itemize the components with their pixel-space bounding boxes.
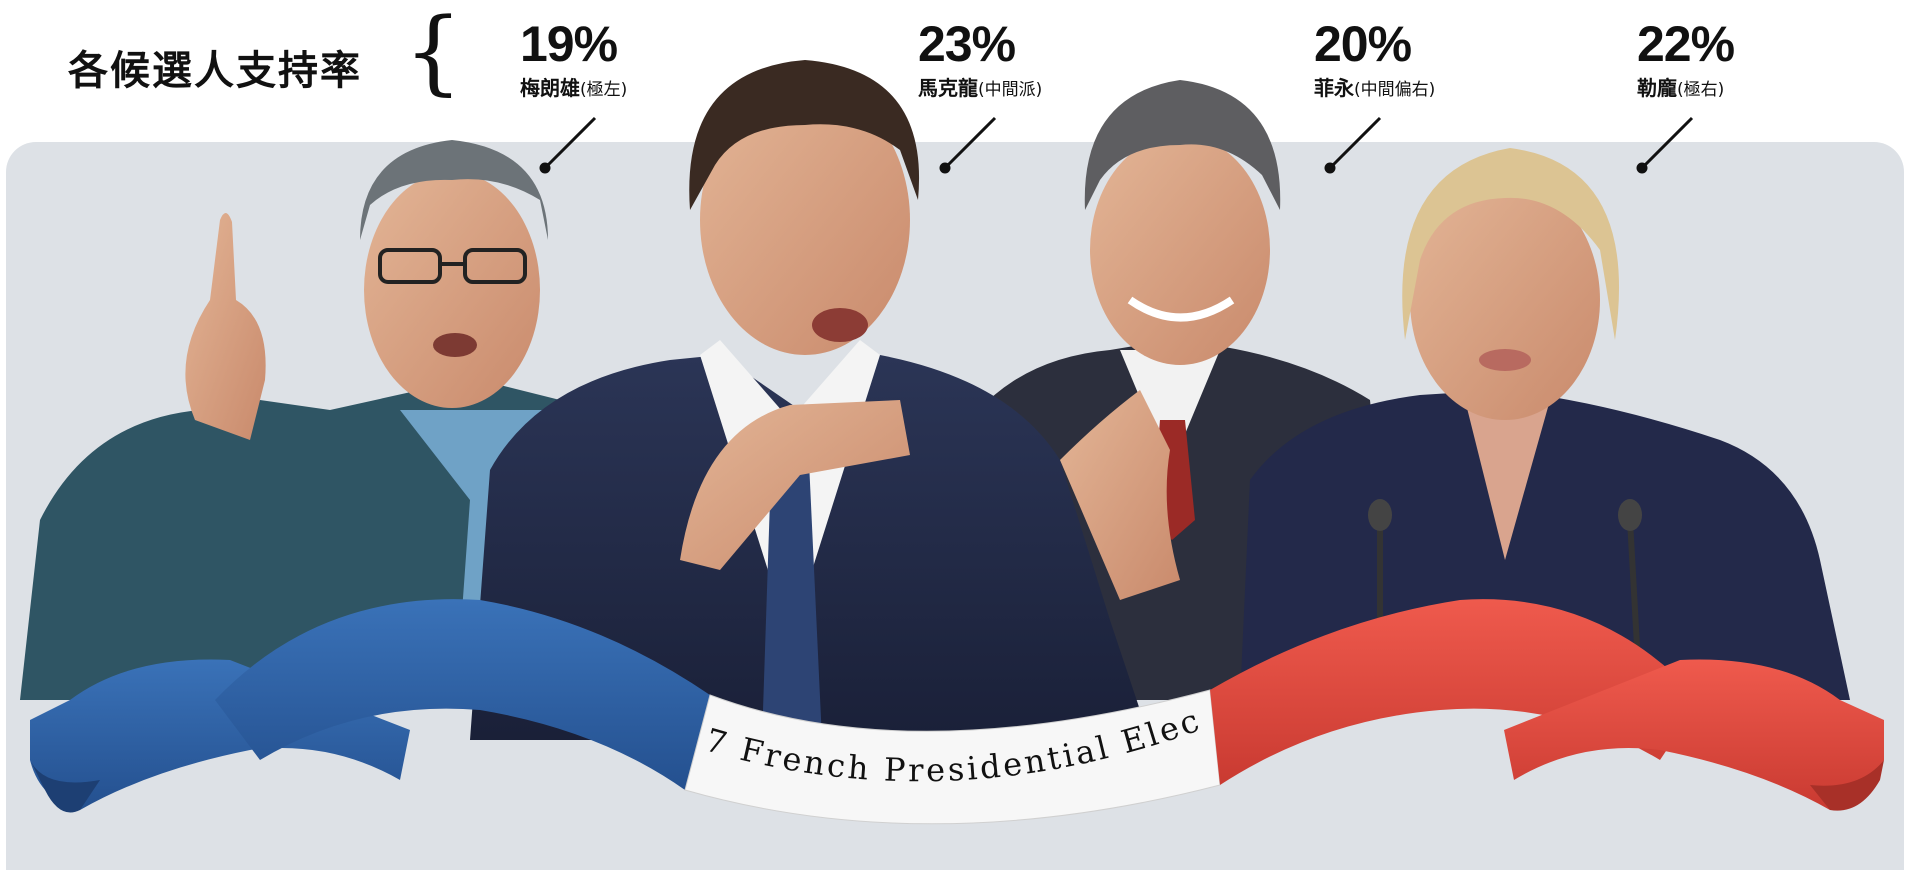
pointer-lines: [539, 116, 1694, 174]
pointer-line: [943, 116, 997, 170]
candidate-affiliation: (極左): [580, 80, 628, 100]
candidate-name: 馬克龍: [918, 76, 978, 100]
support-percent: 23%: [918, 16, 1016, 72]
candidate-affiliation: (中間派): [978, 80, 1043, 100]
candidate-photo-macron: [470, 60, 1180, 760]
support-percent: 19%: [520, 16, 618, 72]
candidate-name: 菲永: [1314, 76, 1354, 100]
chart-title: 各候選人支持率: [68, 48, 362, 94]
candidate-name: 勒龐: [1637, 76, 1677, 100]
support-percent: 20%: [1314, 16, 1412, 72]
pointer-line: [1328, 116, 1382, 170]
candidate-label-macron: 23% 馬克龍(中間派): [918, 18, 1042, 101]
pointer-dot: [539, 162, 551, 174]
support-percent: 22%: [1637, 16, 1735, 72]
candidate-name: 梅朗雄: [520, 76, 580, 100]
pointer-dot: [939, 162, 951, 174]
pointer-line: [1640, 116, 1694, 170]
candidate-affiliation: (中間偏右): [1354, 80, 1436, 100]
candidate-affiliation: (極右): [1677, 80, 1725, 100]
candidate-label-le-pen: 22% 勒龐(極右): [1637, 16, 1735, 101]
pointer-dot: [1324, 162, 1336, 174]
pointer-dot: [1636, 162, 1648, 174]
candidate-label-melenchon: 19% 梅朗雄(極左): [520, 18, 627, 101]
brace-decoration: {: [404, 0, 463, 105]
pointer-line: [543, 116, 597, 170]
candidate-label-fillon: 20% 菲永(中間偏右): [1314, 18, 1435, 101]
